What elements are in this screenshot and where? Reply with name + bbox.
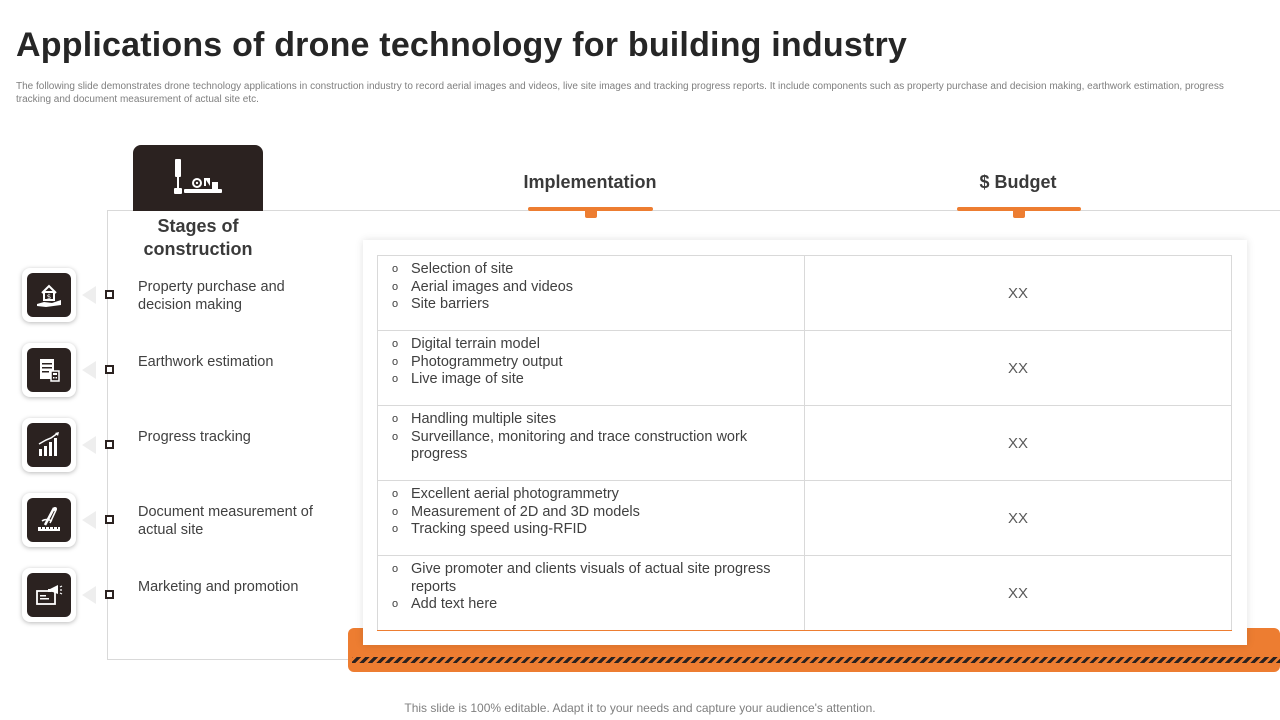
implementation-list: Selection of siteAerial images and video…: [392, 261, 794, 314]
stage-icon-frame: [22, 493, 76, 547]
svg-text:$: $: [47, 293, 51, 301]
list-item: Handling multiple sites: [392, 411, 794, 429]
stage-arrow: [82, 586, 96, 604]
stage-item: Document measurement of actual site: [0, 491, 340, 551]
table-row: Selection of siteAerial images and video…: [377, 255, 1232, 331]
table-body: Selection of siteAerial images and video…: [377, 255, 1232, 631]
frame-divider-bottom: [107, 659, 352, 660]
implementation-list: Handling multiple sitesSurveillance, mon…: [392, 411, 794, 464]
implementation-tab: [585, 210, 597, 218]
stage-icon-frame: [22, 568, 76, 622]
implementation-list: Excellent aerial photogrammetryMeasureme…: [392, 486, 794, 539]
implementation-budget-table: Selection of siteAerial images and video…: [377, 255, 1232, 631]
stage-item: $ Property purchase and decision making: [0, 266, 340, 326]
stage-icon-frame: $: [22, 268, 76, 322]
construction-tools-icon: [174, 159, 222, 194]
slide-title: Applications of drone technology for bui…: [16, 26, 907, 64]
stage-icon-frame: [22, 418, 76, 472]
document-calculator-icon: [40, 359, 60, 382]
implementation-header: Implementation: [523, 172, 657, 192]
stages-title: Stages of construction: [143, 216, 253, 259]
hazard-stripe: [352, 657, 1280, 663]
list-item: Photogrammetry output: [392, 354, 794, 372]
budget-cell: XX: [804, 555, 1232, 631]
stages-header-icon-box: [133, 145, 263, 211]
list-item: Site barriers: [392, 296, 794, 314]
list-item: Digital terrain model: [392, 336, 794, 354]
stage-icon-frame: [22, 343, 76, 397]
compass-ruler-icon: [38, 507, 60, 531]
list-item: Live image of site: [392, 371, 794, 389]
budget-underline: [957, 207, 1081, 211]
budget-header: $ Budget: [979, 172, 1057, 192]
stage-label: Property purchase and decision making: [138, 279, 285, 313]
implementation-list: Give promoter and clients visuals of act…: [392, 561, 794, 614]
stage-arrow: [82, 286, 96, 304]
budget-cell: XX: [804, 405, 1232, 481]
budget-cell: XX: [804, 480, 1232, 556]
budget-tab: [1013, 210, 1025, 218]
stage-connector-dot: [105, 440, 114, 449]
frame-divider-left: [107, 210, 108, 660]
stage-label: Progress tracking: [138, 429, 251, 445]
stage-arrow: [82, 436, 96, 454]
implementation-underline: [528, 207, 653, 211]
implementation-cell: Give promoter and clients visuals of act…: [377, 555, 805, 631]
list-item: Selection of site: [392, 261, 794, 279]
stage-label: Earthwork estimation: [138, 354, 274, 370]
table-row: Excellent aerial photogrammetryMeasureme…: [377, 480, 1232, 556]
stage-arrow: [82, 361, 96, 379]
stage-item: Progress tracking: [0, 416, 340, 476]
list-item: Give promoter and clients visuals of act…: [392, 561, 794, 596]
budget-cell: XX: [804, 255, 1232, 331]
list-item: Excellent aerial photogrammetry: [392, 486, 794, 504]
stage-label: Marketing and promotion: [138, 579, 299, 595]
stage-connector-dot: [105, 590, 114, 599]
stage-label: Document measurement of actual site: [138, 504, 313, 538]
megaphone-board-icon: [36, 585, 63, 605]
implementation-cell: Selection of siteAerial images and video…: [377, 255, 805, 331]
stage-connector-dot: [105, 290, 114, 299]
list-item: Add text here: [392, 596, 794, 614]
stage-connector-dot: [105, 365, 114, 374]
list-item: Aerial images and videos: [392, 279, 794, 297]
stage-item: Marketing and promotion: [0, 566, 340, 626]
stage-connector-dot: [105, 515, 114, 524]
list-item: Tracking speed using-RFID: [392, 521, 794, 539]
slide-subtitle: The following slide demonstrates drone t…: [16, 81, 1224, 105]
table-row: Give promoter and clients visuals of act…: [377, 555, 1232, 631]
budget-cell: XX: [804, 330, 1232, 406]
implementation-list: Digital terrain modelPhotogrammetry outp…: [392, 336, 794, 389]
implementation-cell: Handling multiple sitesSurveillance, mon…: [377, 405, 805, 481]
list-item: Measurement of 2D and 3D models: [392, 504, 794, 522]
house-in-hand-icon: $: [37, 284, 61, 307]
table-row: Handling multiple sitesSurveillance, mon…: [377, 405, 1232, 481]
frame-divider-top: [107, 210, 1280, 211]
slide-footer: This slide is 100% editable. Adapt it to…: [404, 701, 876, 715]
implementation-cell: Digital terrain modelPhotogrammetry outp…: [377, 330, 805, 406]
implementation-cell: Excellent aerial photogrammetryMeasureme…: [377, 480, 805, 556]
stage-item: Earthwork estimation: [0, 341, 340, 401]
table-row: Digital terrain modelPhotogrammetry outp…: [377, 330, 1232, 406]
stage-arrow: [82, 511, 96, 529]
list-item: Surveillance, monitoring and trace const…: [392, 429, 794, 464]
bar-chart-growth-icon: [38, 432, 59, 456]
